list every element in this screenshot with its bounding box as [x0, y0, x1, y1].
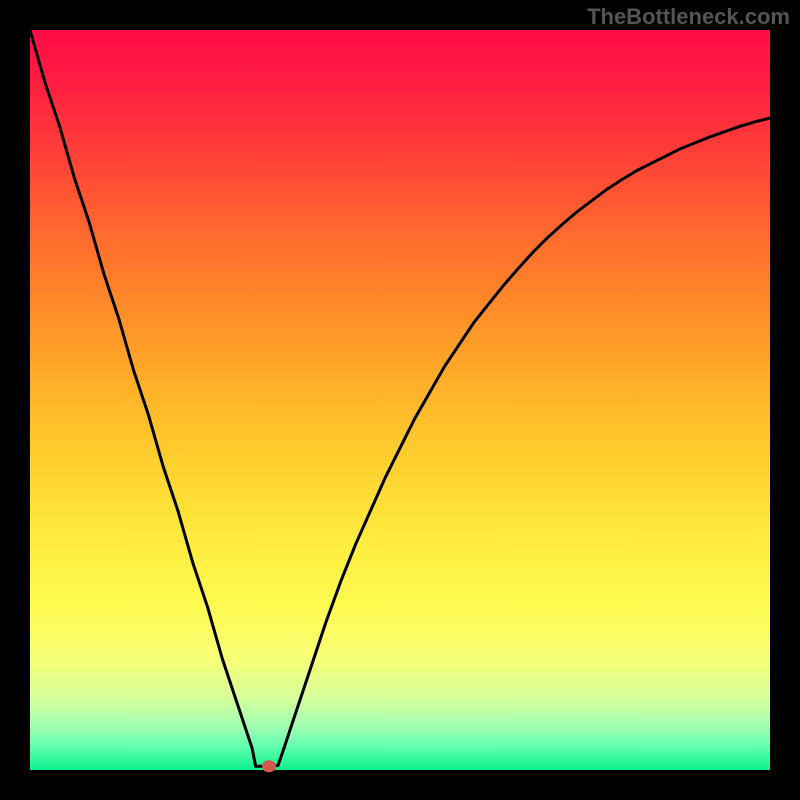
- chart-frame: TheBottleneck.com: [0, 0, 800, 800]
- bottleneck-chart: [0, 0, 800, 800]
- plot-background: [30, 30, 770, 770]
- minimum-marker: [262, 760, 276, 772]
- watermark-text: TheBottleneck.com: [587, 4, 790, 30]
